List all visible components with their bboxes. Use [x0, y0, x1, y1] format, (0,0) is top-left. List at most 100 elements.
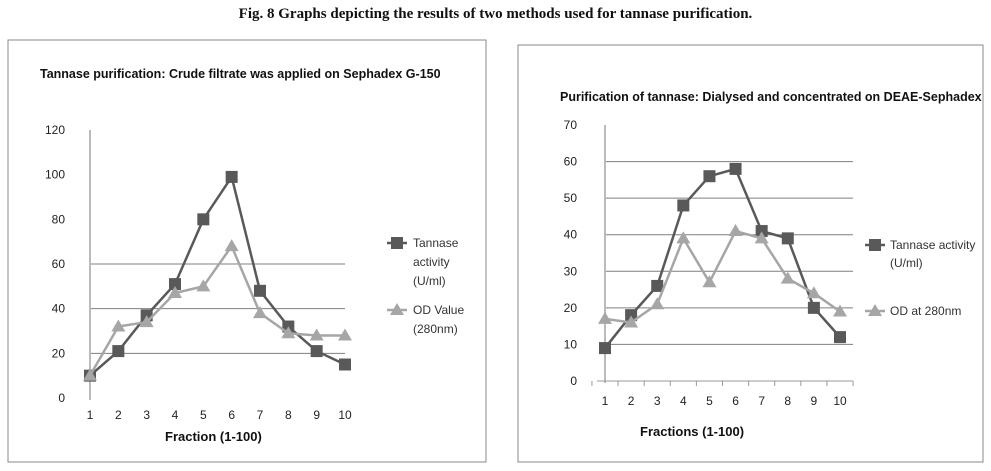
data-point — [339, 358, 351, 371]
legend-label: Tannase activity — [890, 238, 975, 252]
x-tick-label: 10 — [833, 394, 847, 408]
data-point — [224, 239, 239, 252]
chart-title: Tannase purification: Crude filtrate was… — [40, 67, 441, 81]
y-tick-label: 10 — [564, 337, 578, 351]
data-point — [755, 225, 768, 238]
data-point — [625, 309, 638, 322]
data-point — [651, 279, 664, 292]
y-tick-label: 60 — [564, 155, 578, 169]
x-axis-label: Fraction (1-100) — [165, 429, 262, 444]
data-point — [650, 297, 665, 310]
data-point — [807, 301, 820, 314]
legend-label: (U/ml) — [413, 274, 446, 288]
data-point — [780, 271, 795, 284]
x-axis-label: Fractions (1-100) — [640, 424, 744, 439]
legend-entry: OD at 280nm — [865, 304, 961, 318]
data-point — [703, 170, 716, 183]
data-point — [168, 286, 182, 299]
data-point — [253, 306, 267, 319]
series-line — [88, 243, 345, 377]
data-point — [309, 328, 324, 341]
data-point — [196, 279, 211, 292]
x-tick-label: 4 — [680, 394, 687, 408]
x-tick-label: 5 — [200, 408, 207, 422]
data-point — [624, 315, 639, 328]
y-tick-label: 0 — [58, 391, 65, 405]
data-point — [310, 345, 323, 358]
data-point — [834, 331, 846, 344]
y-tick-label: 70 — [564, 118, 578, 132]
series-tannase — [84, 170, 351, 382]
series-line — [604, 229, 841, 324]
figure-title: Fig. 8 Graphs depicting the results of t… — [238, 6, 753, 22]
x-tick-label: 1 — [602, 394, 609, 408]
data-point — [677, 199, 690, 212]
legend-entry: OD Value (280nm) — [387, 303, 464, 336]
legend-marker — [390, 303, 404, 315]
series-od — [598, 224, 847, 328]
data-point — [599, 342, 611, 355]
x-tick-label: 2 — [628, 394, 635, 408]
x-tick-label: 4 — [172, 408, 179, 422]
y-tick-label: 60 — [52, 257, 66, 271]
y-tick-label: 20 — [52, 346, 66, 360]
x-tick-label: 6 — [228, 408, 235, 422]
data-point — [676, 231, 691, 244]
x-tick-label: 8 — [285, 408, 292, 422]
y-tick-label: 20 — [564, 301, 578, 315]
x-tick-label: 7 — [758, 394, 765, 408]
data-point — [702, 275, 717, 288]
data-point — [83, 368, 97, 381]
legend-marker — [869, 239, 881, 251]
chart-1: Tannase purification: Crude filtrate was… — [7, 39, 487, 463]
data-point — [728, 224, 743, 237]
x-tick-label: 2 — [115, 408, 122, 422]
data-point — [781, 232, 794, 245]
series-od — [83, 239, 352, 381]
legend-label: activity — [413, 255, 450, 269]
y-tick-label: 40 — [564, 228, 578, 242]
data-point — [225, 170, 238, 183]
data-point — [338, 328, 352, 341]
y-tick-label: 50 — [564, 191, 578, 205]
series-line — [89, 173, 346, 377]
data-point — [281, 326, 296, 339]
legend-entry: Tannase activity (U/ml) — [387, 236, 459, 288]
x-tick-label: 5 — [706, 394, 713, 408]
data-point — [806, 286, 821, 299]
legend-label: (280nm) — [413, 322, 458, 336]
legend-marker — [391, 237, 403, 249]
data-point — [111, 319, 126, 332]
y-tick-label: 120 — [45, 123, 65, 137]
x-tick-label: 10 — [338, 408, 352, 422]
y-tick-label: 80 — [52, 212, 66, 226]
legend-label: OD Value — [413, 303, 464, 317]
chart-title: Purification of tannase: Dialysed and co… — [560, 90, 982, 104]
legend-label: OD at 280nm — [890, 304, 961, 318]
data-point — [169, 278, 181, 291]
data-point — [729, 162, 742, 175]
chart-border — [517, 44, 984, 463]
y-tick-label: 0 — [570, 374, 577, 388]
x-tick-label: 3 — [654, 394, 661, 408]
legend-marker — [868, 304, 882, 316]
data-point — [139, 315, 154, 328]
x-tick-label: 9 — [811, 394, 818, 408]
x-tick-label: 1 — [87, 408, 94, 422]
data-point — [598, 311, 612, 324]
x-tick-label: 6 — [732, 394, 739, 408]
x-tick-label: 8 — [784, 394, 791, 408]
x-tick-label: 9 — [313, 408, 320, 422]
data-point — [754, 231, 769, 244]
legend-label: Tannase — [413, 236, 459, 250]
y-tick-label: 40 — [52, 302, 66, 316]
x-tick-label: 3 — [143, 408, 150, 422]
legend-entry: Tannase activity (U/ml) — [865, 238, 975, 270]
x-tick-label: 7 — [257, 408, 264, 422]
legend-label: (U/ml) — [890, 256, 923, 270]
y-tick-label: 30 — [564, 264, 578, 278]
series-tannase — [599, 162, 846, 355]
data-point — [833, 304, 847, 317]
chart-border — [7, 39, 487, 463]
